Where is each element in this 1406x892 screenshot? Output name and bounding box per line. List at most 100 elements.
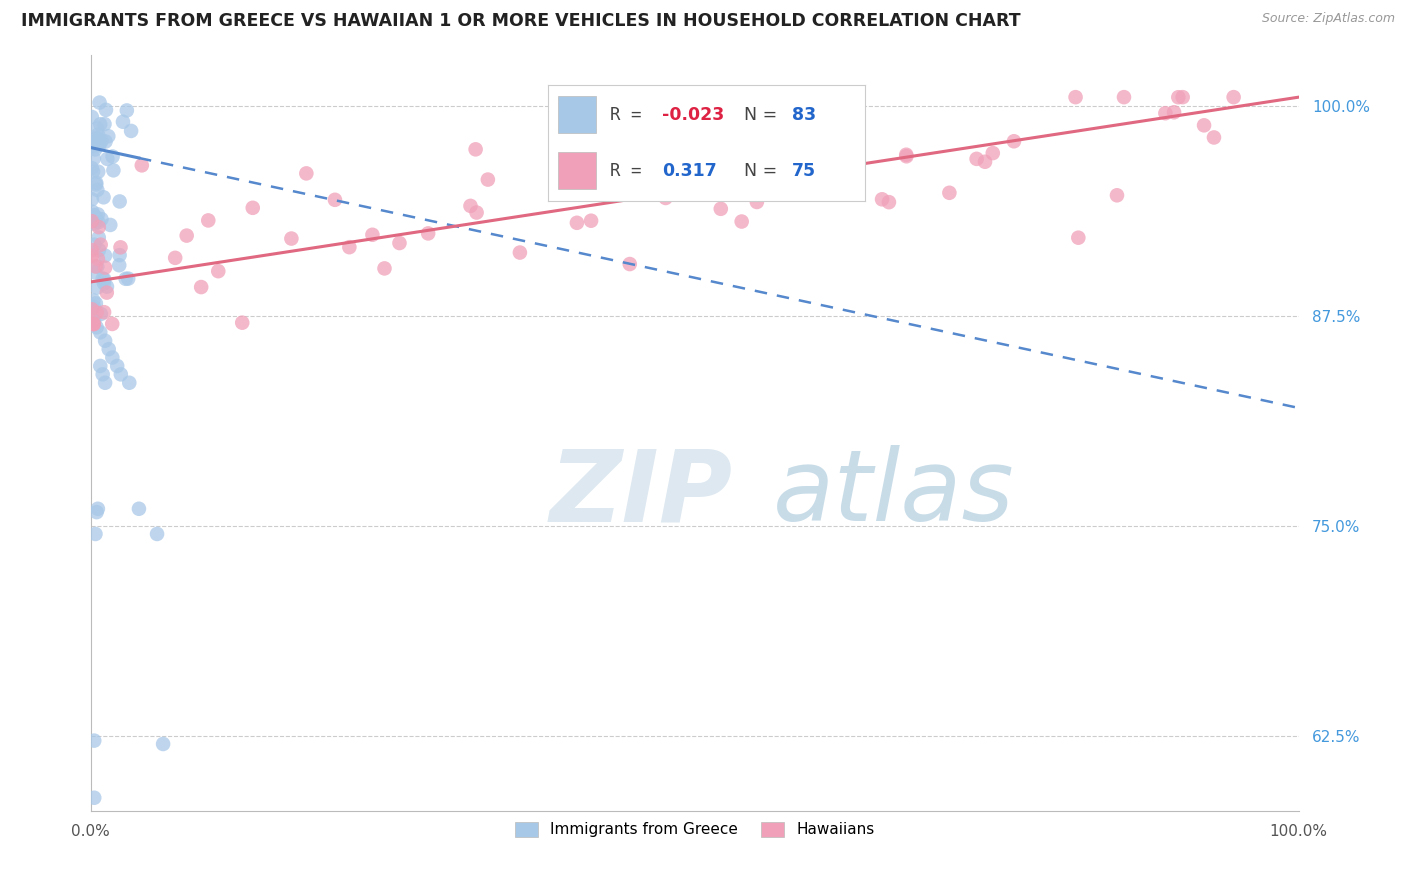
Point bbox=[820, 136, 842, 150]
Point bbox=[626, 136, 648, 151]
Point bbox=[896, 147, 918, 161]
Text: 75: 75 bbox=[792, 161, 815, 179]
Point bbox=[654, 191, 676, 205]
Point bbox=[110, 240, 132, 254]
Point bbox=[1167, 90, 1189, 104]
Point bbox=[93, 305, 115, 319]
Point bbox=[103, 163, 125, 178]
Point bbox=[108, 248, 131, 262]
Bar bbox=[558, 152, 596, 189]
Point bbox=[83, 313, 105, 327]
Point bbox=[465, 205, 488, 219]
Point bbox=[94, 334, 117, 348]
Point bbox=[464, 142, 486, 156]
Point bbox=[388, 235, 411, 250]
Point bbox=[80, 249, 103, 263]
Point bbox=[87, 132, 110, 146]
Point bbox=[418, 227, 440, 241]
Point bbox=[86, 260, 108, 274]
Point bbox=[93, 277, 115, 291]
Point bbox=[84, 143, 107, 157]
Point bbox=[811, 161, 834, 176]
Point bbox=[89, 95, 111, 110]
Point bbox=[1154, 106, 1177, 120]
Point bbox=[91, 368, 114, 382]
Point bbox=[579, 213, 602, 227]
Point bbox=[176, 228, 198, 243]
Point bbox=[80, 243, 103, 257]
Point bbox=[86, 183, 108, 197]
Point bbox=[84, 527, 107, 541]
Point bbox=[83, 733, 105, 747]
Point bbox=[295, 166, 318, 180]
Point bbox=[1064, 90, 1087, 104]
Point bbox=[83, 300, 105, 314]
Point bbox=[87, 501, 110, 516]
Point bbox=[105, 359, 128, 373]
Point bbox=[280, 231, 302, 245]
Point bbox=[90, 212, 112, 227]
Bar bbox=[558, 96, 596, 134]
Point bbox=[1222, 90, 1244, 104]
Point bbox=[84, 265, 107, 279]
Point bbox=[84, 296, 107, 310]
Point bbox=[1163, 105, 1185, 120]
Point bbox=[96, 285, 118, 300]
Point bbox=[80, 161, 103, 176]
Point bbox=[87, 243, 110, 257]
Point bbox=[82, 204, 104, 219]
Point bbox=[96, 152, 118, 166]
Text: N =: N = bbox=[745, 106, 783, 124]
Point bbox=[80, 214, 103, 228]
Point bbox=[89, 135, 111, 149]
Point bbox=[966, 152, 988, 166]
Point bbox=[80, 110, 103, 124]
Point bbox=[82, 317, 104, 331]
Point bbox=[94, 260, 117, 275]
Point bbox=[84, 131, 107, 145]
Text: atlas: atlas bbox=[773, 445, 1015, 542]
Point bbox=[83, 237, 105, 252]
Point bbox=[1112, 90, 1135, 104]
Point bbox=[827, 98, 849, 112]
Point bbox=[89, 137, 111, 152]
Point bbox=[114, 272, 136, 286]
Point bbox=[86, 121, 108, 136]
Point bbox=[231, 316, 253, 330]
Point bbox=[108, 194, 131, 209]
Point bbox=[94, 249, 117, 263]
Point bbox=[87, 215, 110, 229]
Point bbox=[89, 359, 111, 373]
Point bbox=[84, 178, 107, 192]
Point bbox=[460, 199, 482, 213]
Point bbox=[83, 217, 105, 231]
Point bbox=[361, 227, 384, 242]
Point bbox=[87, 220, 110, 235]
Point bbox=[108, 258, 131, 272]
Point bbox=[86, 305, 108, 319]
Point bbox=[1067, 230, 1090, 244]
Point bbox=[1171, 90, 1194, 104]
Point bbox=[87, 138, 110, 153]
Point bbox=[84, 260, 107, 274]
Point bbox=[86, 505, 108, 519]
Point bbox=[94, 376, 117, 390]
Point bbox=[896, 149, 918, 163]
Point bbox=[97, 129, 120, 144]
Point bbox=[242, 201, 264, 215]
Point bbox=[90, 237, 112, 252]
Point bbox=[84, 176, 107, 190]
Point bbox=[745, 194, 768, 209]
Point bbox=[93, 117, 115, 131]
Point bbox=[974, 154, 997, 169]
Point bbox=[557, 161, 579, 175]
Point bbox=[89, 117, 111, 131]
Point bbox=[118, 376, 141, 390]
Legend: Immigrants from Greece, Hawaiians: Immigrants from Greece, Hawaiians bbox=[508, 814, 882, 845]
Point bbox=[83, 135, 105, 149]
Point bbox=[87, 207, 110, 221]
Point bbox=[565, 216, 588, 230]
Point bbox=[83, 317, 105, 331]
Point bbox=[477, 172, 499, 186]
Point bbox=[1105, 188, 1128, 202]
